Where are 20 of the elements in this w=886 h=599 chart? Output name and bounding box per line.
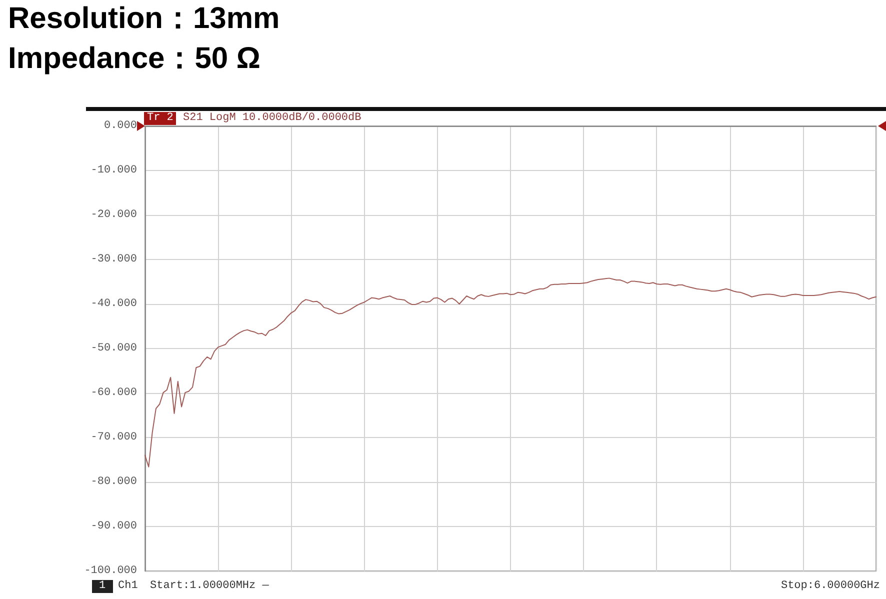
y-tick-label: -80.000 bbox=[90, 476, 137, 488]
y-tick-label: -10.000 bbox=[90, 164, 137, 176]
y-tick-label: -90.000 bbox=[90, 520, 137, 532]
text: Stop:6.00000GHz bbox=[780, 580, 880, 593]
y-tick-label: -70.000 bbox=[90, 432, 137, 444]
text: 1 bbox=[92, 580, 113, 593]
y-tick-label: 0.000 bbox=[104, 120, 137, 132]
chart-title: Resolution：13mm bbox=[8, 2, 280, 36]
y-tick-label: -30.000 bbox=[90, 254, 137, 266]
text: Tr 2 bbox=[144, 112, 176, 125]
text: Start:1.00000MHz — bbox=[150, 580, 269, 593]
text: S21 LogM 10.0000dB/0.0000dB bbox=[183, 112, 362, 125]
chart-subtitle: Impedance：50 Ω bbox=[8, 42, 260, 76]
y-tick-label: -40.000 bbox=[90, 298, 137, 310]
y-tick-label: -100.000 bbox=[84, 565, 137, 577]
line-series bbox=[144, 278, 876, 468]
y-tick-label: -50.000 bbox=[90, 342, 137, 354]
y-tick-label: -20.000 bbox=[90, 209, 137, 221]
text: Ch1 bbox=[118, 580, 138, 593]
y-tick-label: -60.000 bbox=[90, 387, 137, 399]
